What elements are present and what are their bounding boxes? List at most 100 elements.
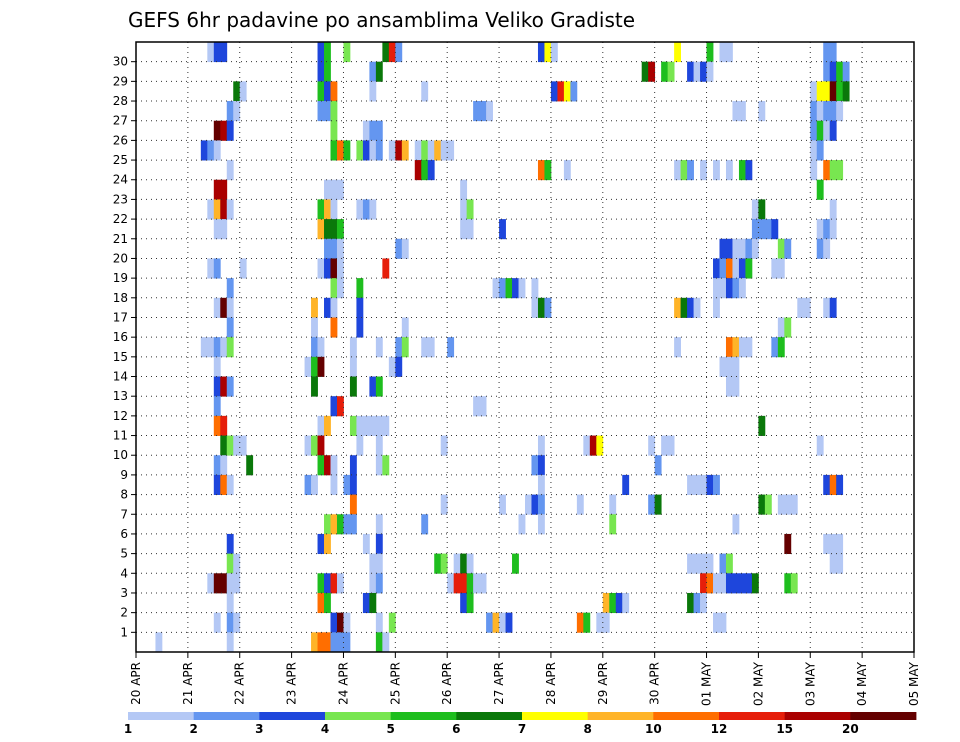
heatmap-cell (226, 632, 234, 653)
heatmap-cell (751, 199, 759, 220)
heatmap-cell (349, 376, 357, 397)
heatmap-cell (343, 474, 351, 495)
heatmap-cell (213, 337, 221, 358)
heatmap-cell (330, 199, 338, 220)
heatmap-cell (661, 435, 669, 456)
heatmap-cell (674, 297, 681, 318)
heatmap-cell (324, 455, 331, 476)
heatmap-cell (745, 573, 753, 594)
heatmap-cell (324, 533, 331, 555)
heatmap-cell (220, 337, 228, 358)
heatmap-cell (226, 474, 234, 495)
heatmap-cell (499, 219, 506, 240)
heatmap-cell (738, 258, 746, 279)
colorbar-swatch (784, 712, 851, 720)
heatmap-cell (343, 42, 351, 63)
heatmap-cell (829, 474, 837, 495)
heatmap-cell (816, 81, 824, 102)
heatmap-cell (719, 356, 727, 377)
heatmap-cell (401, 140, 409, 161)
heatmap-cell (829, 297, 837, 318)
heatmap-cell (311, 376, 318, 397)
heatmap-cell (375, 455, 383, 476)
heatmap-cell (823, 61, 831, 82)
heatmap-cell (239, 81, 247, 102)
heatmap-cell (823, 42, 831, 63)
heatmap-cell (713, 160, 720, 181)
heatmap-cell (220, 219, 228, 240)
heatmap-cell (784, 573, 792, 594)
heatmap-cell (401, 317, 409, 338)
y-tick-label: 5 (120, 547, 128, 561)
heatmap-cell (823, 533, 831, 555)
heatmap-cell (213, 474, 221, 495)
heatmap-cell (324, 258, 331, 279)
heatmap-cell (304, 435, 312, 456)
heatmap-cell (758, 199, 766, 220)
heatmap-cell (550, 81, 558, 102)
heatmap-cell (615, 592, 623, 614)
heatmap-cell (317, 199, 325, 220)
x-tick-label: 26 APR (440, 662, 454, 705)
heatmap-cell (336, 278, 344, 299)
heatmap-cell (706, 61, 714, 82)
heatmap-cell (829, 61, 837, 82)
heatmap-cell (829, 120, 837, 141)
heatmap-cell (324, 415, 331, 436)
heatmap-cell (421, 337, 429, 358)
heatmap-cell (369, 120, 377, 141)
heatmap-cell (823, 160, 831, 181)
x-tick-label: 28 APR (544, 662, 558, 705)
heatmap-cell (836, 533, 844, 555)
heatmap-cell (719, 553, 727, 574)
heatmap-cell (771, 337, 779, 358)
heatmap-cell (537, 297, 545, 318)
heatmap-cell (369, 573, 377, 594)
y-tick-label: 16 (113, 330, 128, 344)
heatmap-cell (479, 101, 487, 122)
heatmap-cell (732, 573, 740, 594)
colorbar-tick-label: 15 (776, 722, 793, 736)
heatmap-cell (764, 494, 772, 515)
heatmap-cell (330, 297, 338, 318)
heatmap-cell (330, 101, 338, 122)
heatmap-cell (213, 297, 221, 318)
heatmap-cell (356, 278, 364, 299)
heatmap-cell (719, 573, 727, 594)
heatmap-cell (700, 573, 707, 594)
heatmap-cell (213, 612, 221, 633)
heatmap-cell (207, 140, 215, 161)
heatmap-cell (550, 42, 558, 63)
heatmap-cell (421, 81, 429, 102)
heatmap-cell (213, 455, 221, 476)
heatmap-cell (816, 120, 824, 141)
heatmap-cell (440, 140, 448, 161)
heatmap-cell (816, 179, 824, 200)
heatmap-cell (751, 573, 759, 594)
heatmap-cell (317, 632, 325, 653)
colorbar-swatch (653, 712, 720, 720)
heatmap-cell (596, 612, 604, 633)
x-axis-ticks: 20 APR 21 APR 22 APR 23 APR 24 APR 25 APR 26 A… (129, 652, 921, 706)
heatmap-cell (674, 337, 681, 358)
heatmap-cell (738, 573, 746, 594)
heatmap-cell (311, 297, 318, 318)
y-tick-label: 30 (113, 55, 128, 69)
heatmap-cell (648, 61, 656, 82)
heatmap-cell (473, 573, 481, 594)
heatmap-cell (317, 592, 325, 614)
heatmap-cell (324, 297, 331, 318)
heatmap-cell (537, 494, 545, 515)
heatmap-cell (395, 238, 403, 259)
y-tick-label: 13 (113, 389, 128, 403)
heatmap-cell (453, 573, 461, 594)
x-tick-label: 04 MAY (855, 661, 869, 706)
heatmap-cell (758, 219, 766, 240)
heatmap-cell (213, 376, 221, 397)
heatmap-cell (330, 278, 338, 299)
heatmap-cell (725, 573, 733, 594)
heatmap-cell (369, 140, 377, 161)
heatmap-cell (732, 101, 740, 122)
heatmap-cells (155, 42, 850, 653)
heatmap-cell (479, 573, 487, 594)
